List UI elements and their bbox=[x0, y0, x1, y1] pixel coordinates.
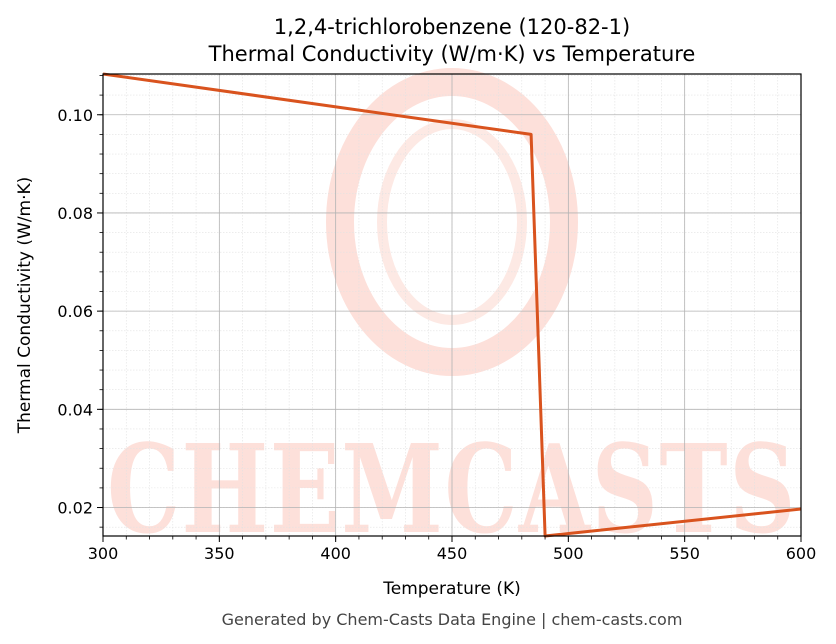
watermark-text: CHEMCASTS bbox=[107, 417, 797, 561]
x-tick-label: 300 bbox=[88, 544, 119, 563]
y-tick-label: 0.10 bbox=[57, 106, 93, 125]
x-tick-label: 600 bbox=[786, 544, 817, 563]
chart-subtitle: Thermal Conductivity (W/m·K) vs Temperat… bbox=[208, 42, 696, 66]
y-tick-label: 0.06 bbox=[57, 302, 93, 321]
y-tick-label: 0.04 bbox=[57, 400, 93, 419]
x-tick-label: 550 bbox=[669, 544, 700, 563]
thermal-conductivity-line bbox=[102, 72, 802, 538]
series-layer bbox=[102, 72, 802, 538]
x-tick-label: 400 bbox=[320, 544, 351, 563]
x-tick-label: 500 bbox=[553, 544, 584, 563]
y-tick-label: 0.02 bbox=[57, 499, 93, 518]
y-axis-label: Thermal Conductivity (W/m·K) bbox=[15, 177, 35, 435]
y-tick-label: 0.08 bbox=[57, 204, 93, 223]
x-tick-label: 350 bbox=[204, 544, 235, 563]
x-tick-label: 450 bbox=[437, 544, 468, 563]
footer-credit: Generated by Chem-Casts Data Engine | ch… bbox=[222, 610, 683, 629]
x-axis-label: Temperature (K) bbox=[382, 579, 521, 599]
ticks-layer: 300 350 400 450 500 550 600 0.02 0.04 0.06 0.08 0.1… bbox=[57, 75, 816, 563]
chart-title: 1,2,4-trichlorobenzene (120-82-1) bbox=[274, 15, 630, 39]
